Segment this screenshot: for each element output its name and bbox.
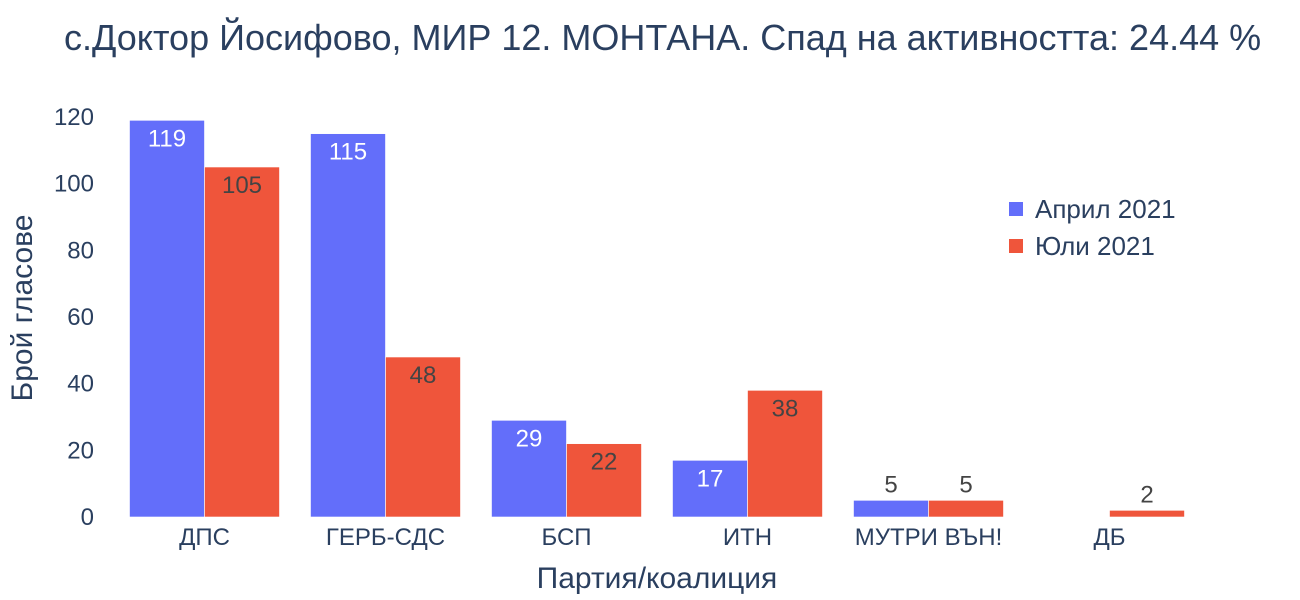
bar <box>672 460 748 518</box>
y-tick-label: 20 <box>67 437 94 464</box>
y-tick-label: 0 <box>81 504 94 531</box>
bar-value-label: 5 <box>959 471 972 498</box>
bar <box>853 500 929 518</box>
bar <box>928 500 1004 518</box>
x-tick-label: ДПС <box>179 524 230 551</box>
chart-title: с.Доктор Йосифово, МИР 12. МОНТАНА. Спад… <box>64 16 1261 58</box>
y-tick-label: 80 <box>67 237 94 264</box>
bar-value-label: 5 <box>884 471 897 498</box>
bar-value-label: 17 <box>697 465 724 492</box>
bar-value-label: 38 <box>772 395 799 422</box>
y-tick-label: 120 <box>54 104 94 131</box>
y-axis-title: Брой гласове <box>6 215 39 402</box>
bar <box>747 390 823 518</box>
legend-label: Април 2021 <box>1035 194 1176 224</box>
bar <box>310 133 386 518</box>
x-tick-label: ГЕРБ-СДС <box>326 524 445 551</box>
y-tick-label: 40 <box>67 371 94 398</box>
x-tick-label: ИТН <box>723 524 772 551</box>
bar-value-label: 22 <box>591 449 618 476</box>
y-axis-ticks: 0 20 40 60 80 100 120 <box>54 104 94 531</box>
bar <box>566 443 642 518</box>
bars <box>129 120 1185 518</box>
legend-label: Юли 2021 <box>1035 231 1155 261</box>
y-tick-label: 60 <box>67 304 94 331</box>
bar-value-label: 48 <box>410 362 437 389</box>
bar-value-label: 105 <box>222 172 262 199</box>
x-tick-label: МУТРИ ВЪН! <box>855 524 1002 551</box>
x-axis-ticks: ДПС ГЕРБ-СДС БСП ИТН МУТРИ ВЪН! ДБ <box>179 524 1125 551</box>
bar <box>385 356 461 518</box>
bar <box>204 166 280 518</box>
bar-value-label: 115 <box>329 139 367 166</box>
bar <box>129 120 205 518</box>
bar-value-label: 2 <box>1140 481 1153 508</box>
y-tick-label: 100 <box>54 171 94 198</box>
x-tick-label: БСП <box>541 524 591 551</box>
x-axis-title: Партия/коалиция <box>537 562 778 595</box>
bar-value-label: 29 <box>516 425 543 452</box>
legend-swatch <box>1009 239 1023 253</box>
bar-labels: 119 115 29 17 5 105 48 22 38 5 2 <box>148 125 1154 508</box>
x-tick-label: ДБ <box>1093 524 1125 551</box>
bar <box>491 420 567 518</box>
bar-value-label: 119 <box>148 125 186 152</box>
legend: Април 2021 Юли 2021 <box>1009 194 1176 261</box>
bar <box>1109 510 1185 518</box>
legend-swatch <box>1009 202 1023 216</box>
